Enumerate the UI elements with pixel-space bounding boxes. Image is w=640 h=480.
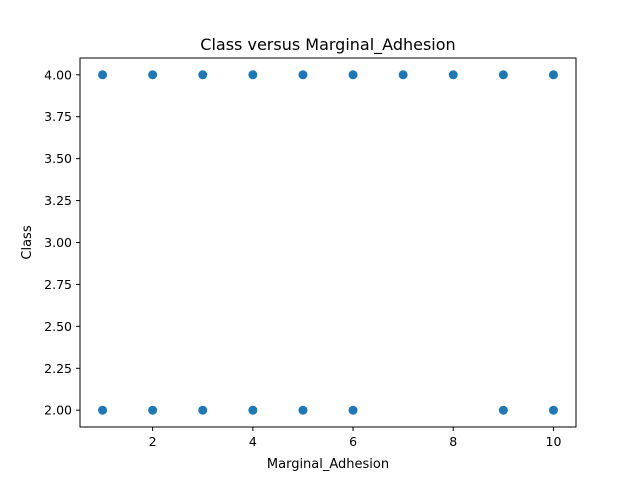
data-point	[298, 70, 308, 80]
x-tick-label: 6	[349, 434, 357, 449]
data-point	[398, 70, 408, 80]
y-axis-ticks: 2.00 2.25 2.50 2.75 3.00 3.25 3.50 3.75 4.00	[44, 67, 80, 418]
data-point	[298, 405, 308, 415]
plot-area-frame	[79, 57, 577, 428]
data-point	[348, 405, 358, 415]
y-tick-label: 2.25	[44, 361, 72, 376]
y-tick-label: 3.75	[44, 109, 72, 124]
data-point	[448, 70, 458, 80]
data-point	[248, 70, 258, 80]
data-point	[98, 70, 108, 80]
points-layer	[98, 70, 558, 415]
x-tick-label: 4	[249, 434, 257, 449]
data-point	[98, 405, 108, 415]
data-point	[498, 405, 508, 415]
y-tick-label: 4.00	[44, 67, 72, 82]
data-point	[198, 70, 208, 80]
x-tick-label: 2	[149, 434, 157, 449]
x-axis-ticks: 2 4 6 8 10	[149, 427, 562, 449]
data-point	[348, 70, 358, 80]
x-tick-label: 8	[449, 434, 457, 449]
y-axis-label: Class	[20, 225, 35, 259]
y-tick-label: 2.00	[44, 403, 72, 418]
y-tick-label: 3.25	[44, 193, 72, 208]
y-tick-label: 3.50	[44, 151, 72, 166]
x-tick-label: 10	[546, 434, 562, 449]
y-tick-label: 3.00	[44, 235, 72, 250]
x-axis-label: Marginal_Adhesion	[267, 457, 389, 472]
data-point	[198, 405, 208, 415]
data-point	[148, 70, 158, 80]
chart-title: Class versus Marginal_Adhesion	[200, 35, 455, 55]
data-point	[498, 70, 508, 80]
y-tick-label: 2.75	[44, 277, 72, 292]
y-tick-label: 2.50	[44, 319, 72, 334]
data-point	[548, 405, 558, 415]
data-point	[148, 405, 158, 415]
data-point	[248, 405, 258, 415]
data-point	[548, 70, 558, 80]
